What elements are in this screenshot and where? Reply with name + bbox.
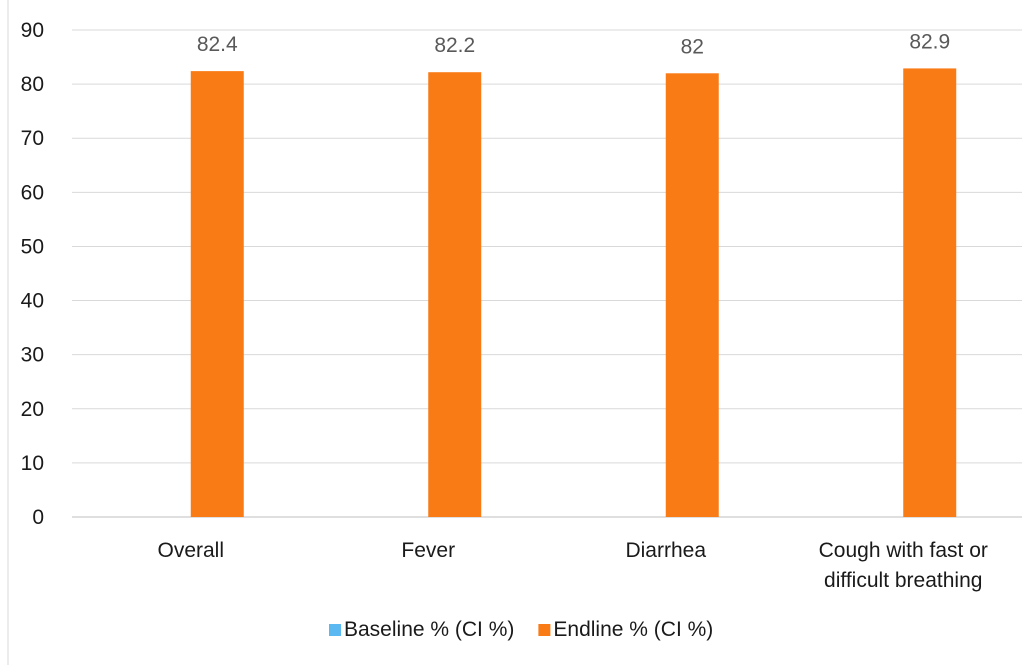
bar: [428, 72, 482, 517]
data-label: 82.2: [434, 34, 475, 57]
legend-swatch: [538, 624, 551, 636]
y-tick-label: 80: [21, 73, 44, 96]
y-tick-label: 50: [21, 235, 44, 258]
y-tick-label: 0: [32, 506, 44, 529]
x-tick-label: Overall: [157, 539, 224, 562]
y-tick-label: 10: [21, 452, 44, 475]
y-tick-label: 90: [21, 19, 44, 42]
x-axis: Overall Fever Diarrhea Cough with fast or di…: [157, 539, 987, 592]
data-label: 82: [681, 35, 704, 58]
legend: Baseline % (CI %) Endline % (CI %): [329, 618, 713, 641]
bar: [903, 68, 957, 518]
legend-label: Baseline % (CI %): [344, 618, 514, 641]
bar: [665, 73, 719, 518]
x-tick-label: Diarrhea: [625, 539, 706, 562]
y-tick-label: 30: [21, 344, 44, 367]
data-labels: 82.4 82.2 82 82.9: [197, 30, 950, 58]
bar: [190, 71, 244, 517]
y-tick-label: 60: [21, 181, 44, 204]
x-tick-label: Fever: [401, 539, 455, 562]
y-tick-label: 70: [21, 127, 44, 150]
legend-swatch: [329, 624, 341, 636]
legend-label: Endline % (CI %): [553, 618, 713, 641]
x-tick-label: difficult breathing: [824, 569, 982, 592]
data-label: 82.4: [197, 33, 238, 56]
y-tick-label: 20: [21, 398, 44, 421]
y-axis: 0 10 20 30 40 50 60 70 80 90: [21, 19, 44, 529]
y-tick-label: 40: [21, 290, 44, 313]
x-tick-label: Cough with fast or: [819, 539, 988, 562]
bars: [190, 68, 957, 518]
data-label: 82.9: [909, 30, 950, 53]
